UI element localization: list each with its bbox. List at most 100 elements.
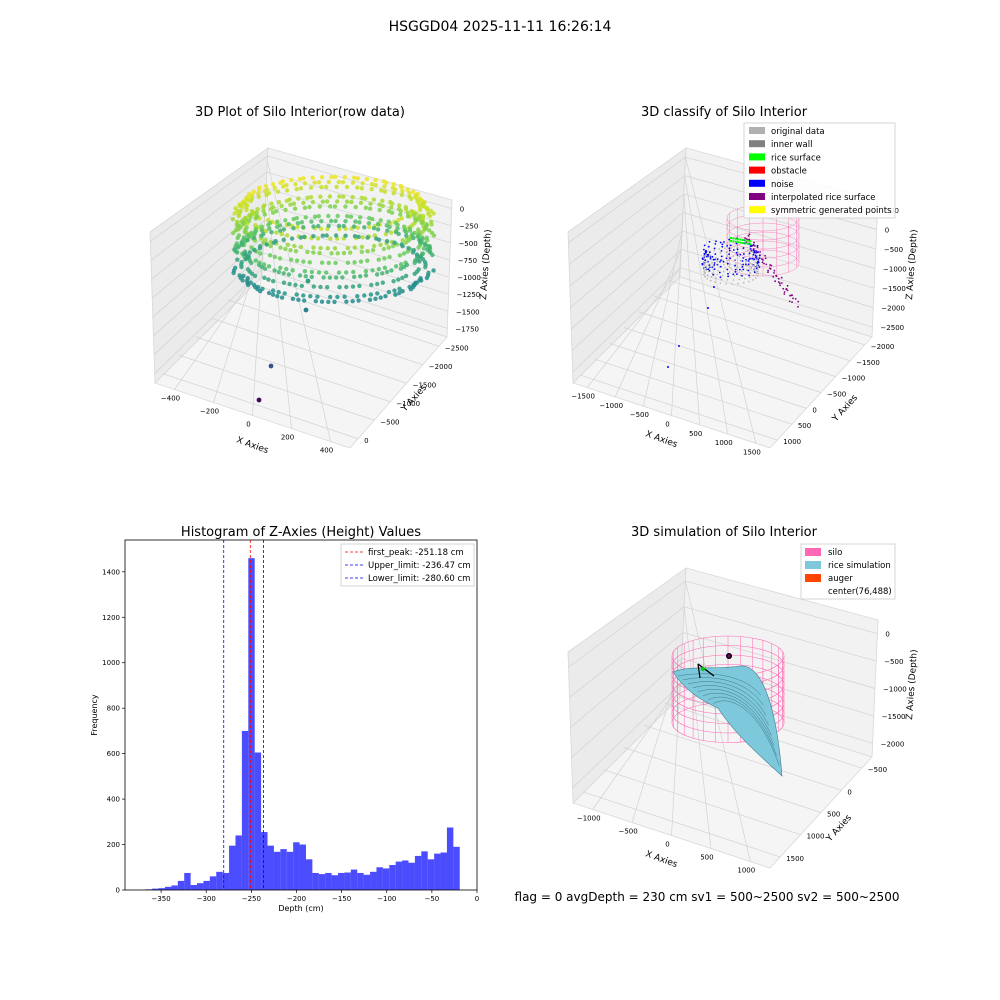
classify-z-label: Z Axies (Depth) <box>905 229 920 300</box>
raw-data-point <box>245 267 251 272</box>
simulation-z-gridline <box>571 658 683 758</box>
classify-rice-point <box>744 242 747 245</box>
histogram-x-tick-label: 0 <box>475 895 479 903</box>
raw-data-point <box>425 238 430 243</box>
simulation-x-tick-label: 1000 <box>737 867 755 875</box>
classify-original-point <box>706 256 708 259</box>
raw-data-point <box>296 196 301 201</box>
raw-data-point <box>353 204 358 210</box>
raw-data-point <box>355 294 360 299</box>
raw-data-point <box>355 176 360 181</box>
classify-original-point <box>755 277 757 279</box>
raw-data-point <box>389 230 394 235</box>
raw-data-point <box>409 209 414 214</box>
simulation-y-tick-label: 1500 <box>786 855 804 863</box>
raw-data-point <box>299 283 304 289</box>
raw-data-point <box>248 212 253 218</box>
raw-data-point <box>418 240 423 245</box>
raw-data-point <box>241 273 246 279</box>
raw-data-point <box>343 219 348 224</box>
classify-legend-swatch <box>749 140 765 148</box>
classify-original-point <box>732 255 735 257</box>
histogram-bar <box>152 888 159 890</box>
classify-interpolated-point <box>788 300 791 303</box>
raw-data-point <box>411 212 417 218</box>
raw-data-point <box>253 285 258 290</box>
histogram-bar <box>222 872 230 890</box>
raw-data-point <box>246 234 252 239</box>
raw-data-point <box>289 257 294 262</box>
raw-data-point <box>235 250 240 255</box>
raw-data-point <box>291 226 296 231</box>
raw-data-point <box>352 274 357 280</box>
classify-noise-point <box>707 245 710 248</box>
raw-data-point <box>318 194 323 199</box>
raw-data-point <box>359 244 365 250</box>
classify-interpolated-point <box>792 297 794 300</box>
classify-interpolated-point <box>791 294 793 297</box>
classify-noise-point <box>713 262 716 264</box>
raw-data-point <box>333 275 339 280</box>
histogram-bar <box>190 885 198 890</box>
raw-data-point <box>296 297 301 302</box>
raw-data-point <box>276 269 282 275</box>
raw-data-point <box>262 212 268 217</box>
classify-y-gridline <box>667 279 865 346</box>
classify-z-tick-label: −2000 <box>881 305 905 313</box>
raw-data-point <box>308 294 313 299</box>
raw-data-point <box>362 225 367 230</box>
raw-data-point <box>294 258 300 263</box>
raw-data-point <box>263 228 269 234</box>
classify-y-gridline <box>580 374 778 441</box>
raw-data-point <box>235 257 240 262</box>
classify-original-point <box>713 249 715 251</box>
classify-rice-point <box>742 242 744 244</box>
raw-data-point <box>332 299 337 305</box>
raw-data-point <box>345 214 350 219</box>
raw-data-point <box>267 221 272 226</box>
classify-noise-point <box>726 245 728 247</box>
raw-data-point <box>345 260 351 265</box>
raw-data-point <box>427 213 433 219</box>
simulation-x-gridline <box>683 606 712 849</box>
classify-interpolated-point <box>780 276 783 279</box>
classify-original-point <box>756 275 759 277</box>
simulation-legend-swatch <box>805 548 821 556</box>
raw-data-point <box>301 259 306 264</box>
histogram-bar <box>408 862 415 890</box>
raw-data-point <box>335 199 340 204</box>
raw-data-point <box>419 278 424 283</box>
simulation-z-tick-label: −1000 <box>883 686 907 694</box>
raw-data-point <box>290 296 296 301</box>
classify-original-point <box>754 268 756 271</box>
raw-data-point <box>357 220 362 225</box>
raw-data-point <box>276 289 281 295</box>
raw-data-point <box>397 253 403 258</box>
histogram-bar <box>421 851 428 890</box>
classify-noise-point <box>713 247 716 250</box>
raw-data-point <box>233 206 238 211</box>
classify-original-point <box>729 271 731 273</box>
raw-data-floor-pane <box>154 276 448 449</box>
classify-noise-point <box>747 263 750 266</box>
raw-data-point <box>400 189 405 194</box>
raw-data-point <box>256 194 261 199</box>
classify-y-tick-label: −500 <box>827 391 846 399</box>
raw-data-point <box>373 296 378 301</box>
classify-z-gridline <box>568 156 686 244</box>
classify-noise-point <box>701 263 704 266</box>
classify-noise-point <box>725 257 728 260</box>
classify-interpolated-point <box>777 277 780 280</box>
raw-data-point <box>414 252 420 257</box>
raw-data-point <box>321 275 326 280</box>
raw-data-point <box>398 208 403 214</box>
raw-data-point <box>278 245 283 250</box>
classify-legend-label: interpolated rice surface <box>771 193 876 203</box>
raw-data-point <box>344 284 349 290</box>
raw-data-point <box>324 270 329 275</box>
classify-original-point <box>756 255 759 257</box>
raw-data-point <box>318 284 323 290</box>
raw-data-point <box>332 246 338 251</box>
classify-original-point <box>712 265 714 268</box>
raw-data-y-tick-label: −1000 <box>396 400 420 408</box>
